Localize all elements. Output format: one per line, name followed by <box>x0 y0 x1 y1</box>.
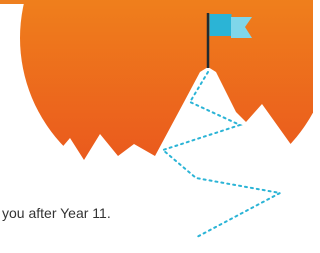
illustration: you after Year 11. <box>0 0 313 253</box>
caption: you after Year 11. <box>2 205 111 221</box>
page: you after Year 11. (() => { const data =… <box>0 0 313 253</box>
flag <box>210 14 232 36</box>
